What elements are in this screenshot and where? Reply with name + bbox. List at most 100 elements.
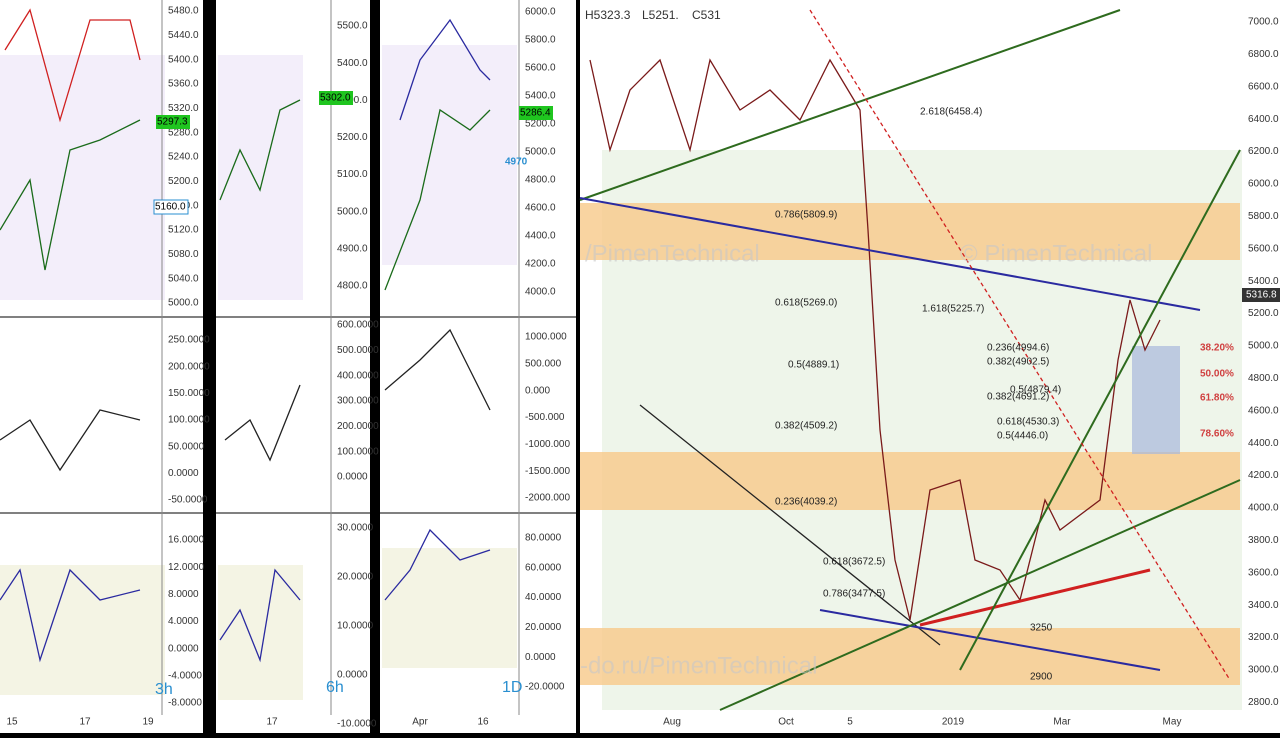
y-tick-label: 16.0000 (168, 535, 205, 546)
x-tick-label: 19 (142, 717, 154, 728)
x-tick-label: May (1163, 717, 1182, 728)
fib-label: 0.618(5269.0) (775, 298, 837, 309)
y-tick-label: 100.0000 (337, 446, 379, 457)
y-tick-label: 5000.0 (168, 298, 199, 309)
fib-label: 0.236(4039.2) (775, 497, 837, 508)
y-tick-label: 1000.000 (525, 332, 567, 343)
x-tick-label: 2019 (942, 717, 965, 728)
price-tag: 5297.3 (157, 117, 188, 128)
y-tick-label: 5200.0 (1248, 308, 1279, 319)
x-tick-label: 17 (79, 717, 91, 728)
y-tick-label: 600.0000 (337, 320, 379, 331)
y-tick-label: 5400.0 (168, 54, 199, 65)
price-tag-bg (519, 106, 553, 120)
y-tick-label: 4000.0 (1248, 503, 1279, 514)
y-tick-label: 5600.0 (525, 63, 556, 74)
fib-label: 2.618(6458.4) (920, 107, 982, 118)
y-tick-label: -2000.000 (525, 493, 570, 504)
y-tick-label: 4400.0 (1248, 438, 1279, 449)
y-tick-label: 5400.0 (525, 91, 556, 102)
y-tick-label: 6200.0 (1248, 146, 1279, 157)
y-tick-label: 0.000 (525, 385, 550, 396)
price-tag: 5286.4 (520, 108, 551, 119)
y-tick-label: 4000.0 (525, 287, 556, 298)
lines (0, 8, 1241, 711)
fib-label: 3250 (1030, 623, 1053, 634)
y-tick-label: 4400.0 (525, 231, 556, 242)
y-tick-label: 50.0000 (168, 441, 205, 452)
y-tick-label: 0.0000 (337, 472, 368, 483)
shade (382, 45, 517, 265)
y-tick-label: 12.0000 (168, 562, 205, 573)
y-tick-label: -4.0000 (168, 670, 202, 681)
zone (580, 452, 1240, 510)
box (1132, 346, 1180, 454)
y-tick-label: 0.0000 (168, 468, 199, 479)
shade (218, 565, 303, 700)
x-tick-label: 17 (266, 717, 278, 728)
price-tag: 5316.8 (1246, 290, 1277, 301)
y-tick-label: 4800.0 (525, 175, 556, 186)
y-tick-label: 4.0000 (168, 616, 199, 627)
y-tick-label: 5320.0 (168, 103, 199, 114)
y-tick-label: 5360.0 (168, 79, 199, 90)
retracement-label: 61.80% (1200, 393, 1234, 404)
y-tick-label: 250.0000 (168, 335, 210, 346)
price-tag: 4970 (505, 157, 528, 168)
zone (580, 628, 1240, 685)
y-tick-label: 150.0000 (168, 388, 210, 399)
shade (218, 55, 303, 300)
y-tick-label: 5240.0 (168, 152, 199, 163)
y-tick-label: 4200.0 (525, 259, 556, 270)
y-tick-label: -8.0000 (168, 698, 202, 709)
fib-label: 0.5(4446.0) (997, 431, 1048, 442)
y-tick-label: 5120.0 (168, 225, 199, 236)
y-tick-label: 100.0000 (168, 415, 210, 426)
y-tick-label: 3800.0 (1248, 535, 1279, 546)
y-tick-label: 5440.0 (168, 30, 199, 41)
y-tick-label: 500.000 (525, 358, 562, 369)
y-tick-label: 6600.0 (1248, 81, 1279, 92)
y-tick-label: 400.0000 (337, 370, 379, 381)
y-tick-label: -50.0000 (168, 495, 208, 506)
fib-label: 0.5(4879.4) (1010, 385, 1061, 396)
fib-label: 0.5(4889.1) (788, 360, 839, 371)
y-tick-label: 5400.0 (1248, 276, 1279, 287)
x-tick-label: Mar (1053, 717, 1071, 728)
y-tick-label: 3600.0 (1248, 567, 1279, 578)
y-tick-label: 0.0000 (525, 652, 556, 663)
y-tick-label: 5080.0 (168, 249, 199, 260)
y-tick-label: 80.0000 (525, 533, 562, 544)
fib-label: 0.382(4691.2) (987, 392, 1049, 403)
y-tick-label: 5000.0 (525, 147, 556, 158)
watermark: © PimenTechnical (960, 240, 1152, 267)
y-tick-label: 6000.0 (525, 7, 556, 18)
fib-label: 2900 (1030, 672, 1053, 683)
retracement-label: 38.20% (1200, 343, 1234, 354)
y-tick-label: 5200.0 (525, 119, 556, 130)
y-tick-label: -1500.000 (525, 466, 570, 477)
fib-label: 0.618(4530.3) (997, 417, 1059, 428)
y-tick-label: -500.000 (525, 412, 565, 423)
y-tick-label: 5200.0 (168, 176, 199, 187)
price-tag-bg (153, 199, 189, 215)
watermark: /PimenTechnical (585, 240, 760, 267)
price-tag-bg (1242, 288, 1280, 302)
y-tick-label: 6400.0 (1248, 114, 1279, 125)
y-tick-label: 500.0000 (337, 345, 379, 356)
y-tick-label: 0.0000 (337, 670, 368, 681)
retracement-label: 78.60% (1200, 429, 1234, 440)
y-tick-label: 200.0000 (337, 421, 379, 432)
y-tick-label: 4600.0 (525, 203, 556, 214)
header-value: H5323.3 (585, 8, 631, 22)
fib-label: 0.786(3477.5) (823, 589, 885, 600)
y-tick-label: 5000.0 (337, 206, 368, 217)
watermark: -do.ru/PimenTechnical (580, 652, 817, 679)
fib-label: 0.236(4994.6) (987, 343, 1049, 354)
fib-label: 1.618(5225.7) (922, 304, 984, 315)
price-line (589, 58, 1161, 621)
y-tick-label: 4800.0 (337, 281, 368, 292)
shade (0, 55, 165, 300)
